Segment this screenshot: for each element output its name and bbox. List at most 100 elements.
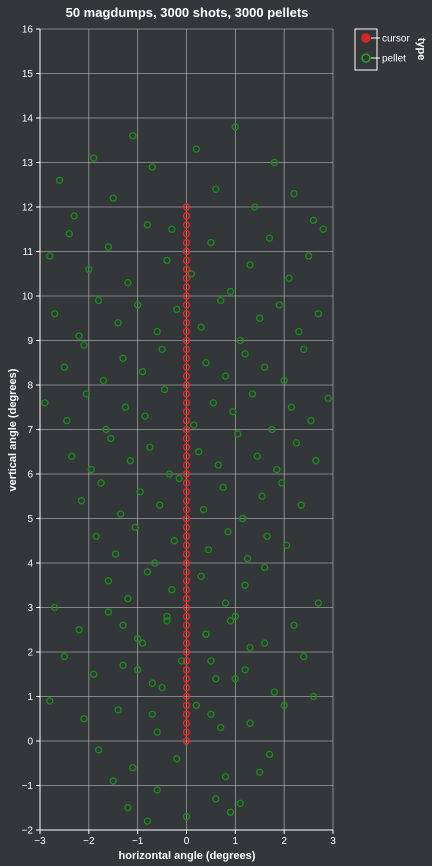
pellet-point [319,225,327,233]
pellet-point [80,715,88,723]
pellet-point [216,296,225,305]
grid [39,28,334,831]
cursor-point [182,452,191,460]
pellet-point [273,465,281,474]
pellet-point [111,550,120,558]
pellet-point [207,657,215,665]
pellet-point [287,403,296,411]
pellet-point [94,296,103,305]
pellet-point [65,229,74,238]
pellet-point [246,719,254,727]
cursor-point [182,408,191,416]
pellet-point [80,341,88,349]
pellet-point [155,501,164,509]
pellet-point [41,399,49,407]
pellet-point [231,612,240,621]
pellet-point [99,376,108,385]
pellet-point [265,750,274,759]
pellet-point [229,408,237,416]
pellet-point [280,701,288,710]
legend-title: type [415,38,427,61]
cursor-point [182,612,191,621]
cursor-point [182,586,191,594]
pellet-point [246,261,254,269]
cursor-point [182,283,191,291]
pellet-point [143,221,152,229]
pellet-point [226,808,235,816]
pellet-point [114,706,122,714]
y-tick-label: 4 [27,559,33,570]
pellet-point [90,154,98,162]
y-tick-label: 7 [27,425,33,436]
cursor-point [182,399,191,407]
legend-box [354,28,378,71]
cursor-point [182,372,191,380]
pellet-point [234,430,242,438]
pellet-point [90,670,98,678]
pellet-point [231,123,240,131]
cursor-point [182,683,191,692]
pellet-point [190,421,198,429]
pellet-point [85,265,93,273]
pellet-point [199,505,208,514]
y-axis-title: vertical angle (degrees) [7,368,19,491]
pellet-point [260,563,269,572]
pellet-point [129,764,137,772]
cursor-point [182,229,191,238]
pellet-point [226,617,235,625]
pellet-point [212,675,220,683]
y-tick-label: 2 [27,648,33,659]
pellet-point [309,692,318,701]
x-tick-label: 3 [330,836,336,847]
y-tick-label: 3 [27,603,33,614]
pellet-point [173,755,181,763]
pellet-point [50,310,59,318]
pellet-point [163,256,171,265]
y-tick-label: 8 [27,381,33,392]
pellet-point [304,252,313,260]
cursor-point [182,692,191,701]
pellet-point [82,390,91,398]
pellet-point [143,568,152,576]
cursor-point [182,639,191,647]
cursor-point [182,719,191,727]
cursor-point [182,514,191,523]
x-tick-label: −3 [34,836,46,847]
pellet-point [275,301,283,309]
pellet-point [68,452,76,460]
cursor-point [182,274,191,282]
pellet-point [207,238,215,247]
pellet-point [102,425,110,434]
pellet-point [192,145,200,153]
cursor-point [182,301,191,309]
pellet-point [119,354,127,362]
pellet-point [202,630,210,638]
pellet-point [148,679,157,687]
pellet-point [300,345,308,354]
cursor-point [182,212,191,220]
pellet-point [109,194,117,202]
cursor-point [182,568,191,576]
pellet-point [63,416,71,425]
pellet-point [197,323,205,331]
cursor-point [182,319,191,327]
pellet-point [260,363,269,371]
pellet-point [202,359,210,367]
cursor-point [182,354,191,362]
pellet-point [263,532,271,540]
pellet-point [104,577,113,585]
pellet-point [226,287,235,296]
cursor-point [182,594,191,603]
x-axis-ticks: −3 −2 −1 0 1 2 3 [34,830,336,847]
pellet-point [163,617,171,625]
pellet-point [46,252,54,260]
cursor-point [182,675,191,683]
pellet-point [278,479,286,487]
pellet-point [241,581,249,589]
pellet-point [136,488,144,496]
pellet-point [92,532,100,540]
cursor-point [182,728,191,736]
cursor-point [182,416,191,425]
